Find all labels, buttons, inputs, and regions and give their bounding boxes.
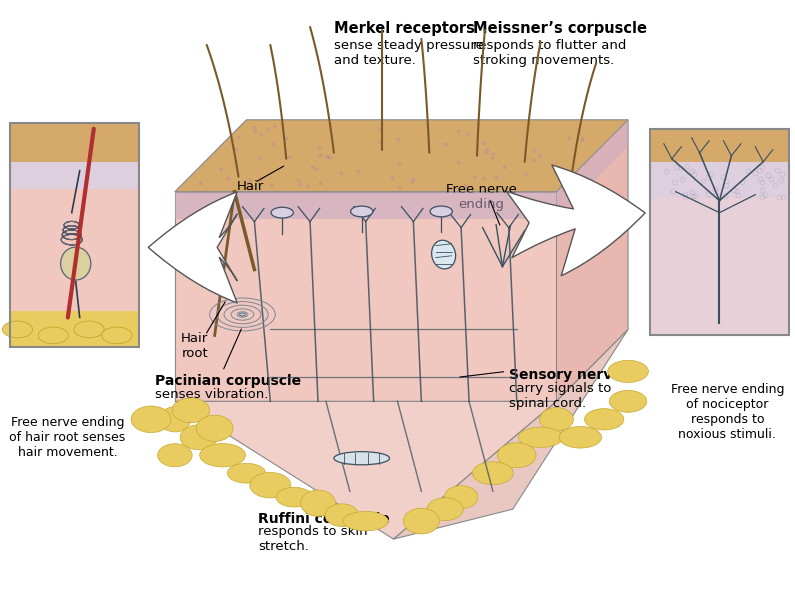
Text: Hair: Hair bbox=[237, 180, 264, 193]
Text: senses vibration.: senses vibration. bbox=[155, 388, 269, 401]
Polygon shape bbox=[10, 189, 139, 311]
Text: Merkel receptors: Merkel receptors bbox=[334, 21, 475, 36]
Ellipse shape bbox=[301, 490, 335, 516]
Ellipse shape bbox=[227, 464, 266, 483]
Ellipse shape bbox=[38, 327, 68, 344]
Polygon shape bbox=[10, 311, 139, 347]
Ellipse shape bbox=[444, 486, 478, 509]
Ellipse shape bbox=[427, 498, 463, 521]
Ellipse shape bbox=[518, 427, 563, 447]
Text: Pacinian corpuscle: Pacinian corpuscle bbox=[155, 374, 301, 388]
Polygon shape bbox=[394, 329, 628, 539]
Text: Hair
root: Hair root bbox=[181, 332, 208, 361]
Ellipse shape bbox=[472, 462, 514, 485]
Ellipse shape bbox=[325, 504, 359, 527]
Text: Ruffini corpuscle: Ruffini corpuscle bbox=[258, 512, 390, 526]
Polygon shape bbox=[650, 129, 789, 162]
Text: Free nerve ending
of nociceptor
responds to
noxious stimuli.: Free nerve ending of nociceptor responds… bbox=[671, 383, 784, 441]
Ellipse shape bbox=[609, 391, 647, 412]
Polygon shape bbox=[175, 192, 556, 401]
Ellipse shape bbox=[2, 321, 33, 338]
Ellipse shape bbox=[584, 409, 624, 430]
Text: responds to flutter and
stroking movements.: responds to flutter and stroking movemen… bbox=[473, 39, 626, 67]
Polygon shape bbox=[10, 162, 139, 189]
Text: Free nerve ending
of hair root senses
hair movement.: Free nerve ending of hair root senses ha… bbox=[10, 416, 126, 459]
Ellipse shape bbox=[498, 443, 536, 468]
FancyArrowPatch shape bbox=[506, 165, 646, 276]
Ellipse shape bbox=[180, 425, 217, 450]
Polygon shape bbox=[556, 120, 628, 401]
Polygon shape bbox=[650, 162, 789, 198]
Ellipse shape bbox=[559, 426, 602, 448]
Ellipse shape bbox=[157, 444, 192, 467]
Polygon shape bbox=[175, 120, 628, 192]
Text: Free nerve
ending: Free nerve ending bbox=[445, 183, 517, 211]
Ellipse shape bbox=[334, 452, 390, 465]
Ellipse shape bbox=[271, 207, 293, 218]
Text: Sensory nerves: Sensory nerves bbox=[509, 368, 630, 382]
Ellipse shape bbox=[432, 240, 456, 269]
Ellipse shape bbox=[131, 406, 171, 432]
Polygon shape bbox=[175, 192, 556, 219]
Ellipse shape bbox=[196, 415, 233, 441]
Ellipse shape bbox=[430, 206, 452, 217]
Ellipse shape bbox=[403, 509, 440, 534]
Polygon shape bbox=[175, 401, 556, 539]
Ellipse shape bbox=[540, 407, 573, 431]
Text: carry signals to
spinal cord.: carry signals to spinal cord. bbox=[509, 382, 611, 410]
Polygon shape bbox=[10, 123, 139, 162]
Ellipse shape bbox=[607, 361, 649, 382]
Ellipse shape bbox=[159, 407, 191, 432]
FancyArrowPatch shape bbox=[148, 192, 237, 303]
Text: Meissner’s corpuscle: Meissner’s corpuscle bbox=[473, 21, 647, 36]
Text: sense steady pressure
and texture.: sense steady pressure and texture. bbox=[334, 39, 484, 67]
Ellipse shape bbox=[239, 313, 246, 316]
Ellipse shape bbox=[276, 488, 312, 507]
Ellipse shape bbox=[343, 512, 388, 531]
Polygon shape bbox=[556, 120, 628, 219]
Text: responds to skin
stretch.: responds to skin stretch. bbox=[258, 525, 368, 553]
Ellipse shape bbox=[351, 206, 373, 217]
Ellipse shape bbox=[172, 398, 210, 423]
Ellipse shape bbox=[102, 327, 132, 344]
Ellipse shape bbox=[60, 247, 91, 280]
Ellipse shape bbox=[74, 321, 104, 338]
Ellipse shape bbox=[250, 473, 291, 498]
Polygon shape bbox=[650, 198, 789, 335]
Ellipse shape bbox=[200, 443, 246, 467]
